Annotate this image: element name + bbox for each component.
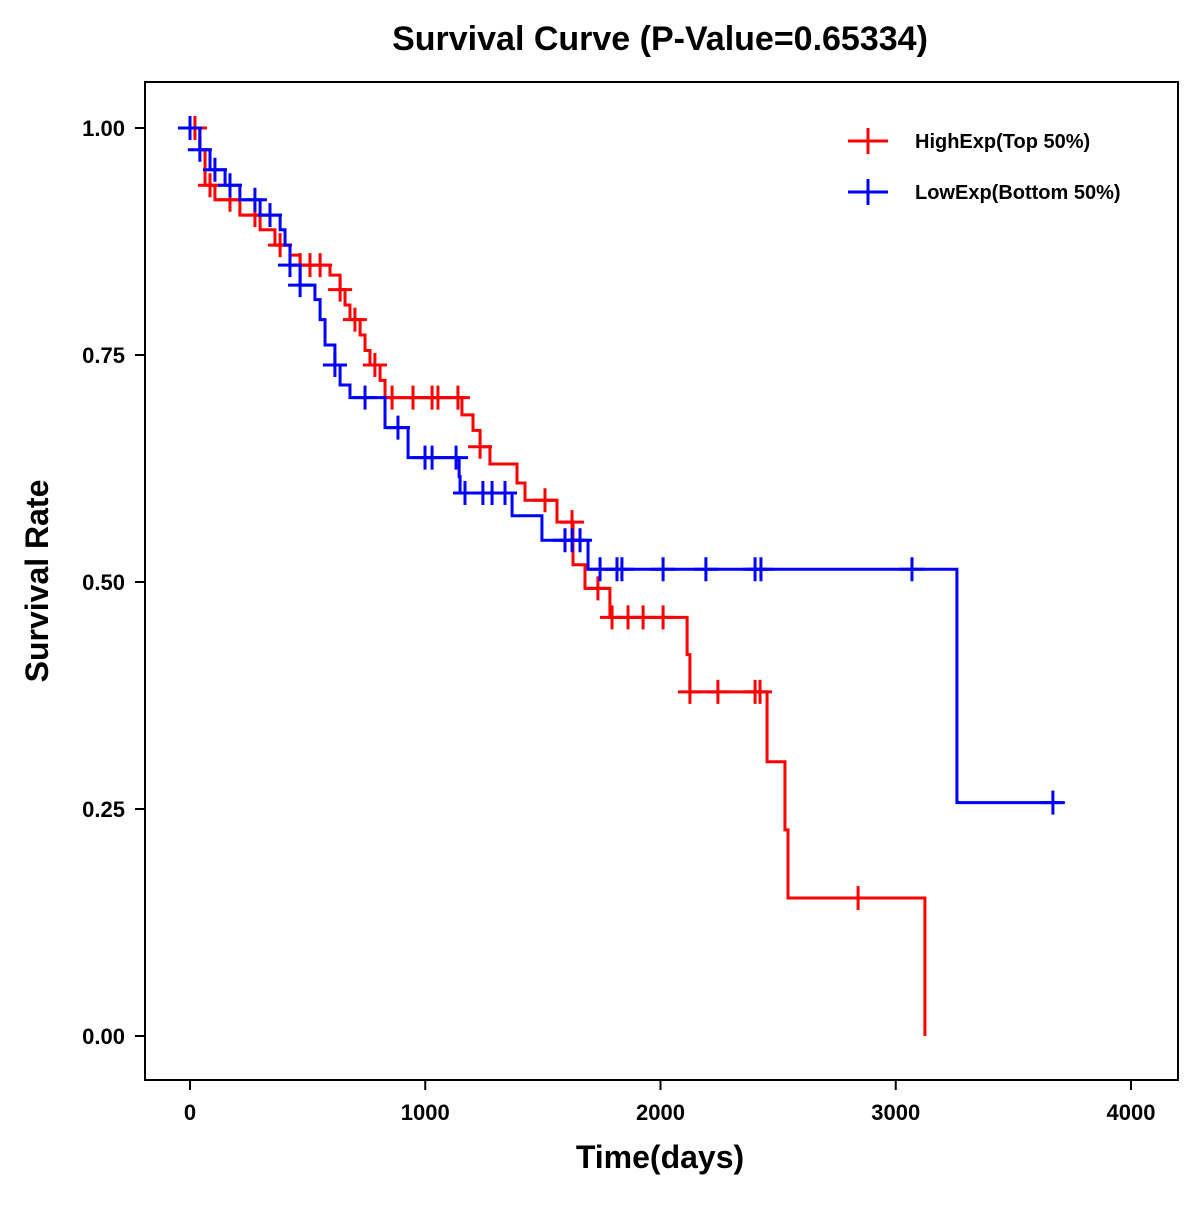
censor-mark [328, 277, 353, 302]
censor-mark [693, 557, 718, 582]
y-tick-label: 0.00 [82, 1024, 125, 1049]
legend-label: LowExp(Bottom 50%) [915, 182, 1121, 204]
censor-mark [420, 445, 445, 470]
censor-mark [748, 679, 773, 704]
x-tick-label: 4000 [1107, 1100, 1156, 1125]
chart-title: Survival Curve (P-Value=0.65334) [392, 20, 928, 58]
censor-mark [705, 679, 730, 704]
censor-mark [178, 116, 202, 140]
y-tick-label: 0.50 [82, 570, 125, 595]
y-tick-label: 0.25 [82, 797, 125, 822]
censor-mark [493, 481, 517, 506]
censor-mark [677, 679, 702, 704]
censor-mark [444, 445, 469, 470]
y-tick-label: 0.75 [82, 343, 125, 368]
censor-mark [445, 385, 470, 410]
plot-frame [144, 81, 1179, 1081]
survival-line-low [190, 126, 1061, 805]
censor-mark [532, 488, 557, 513]
legend-marker [848, 128, 888, 154]
y-tick-label: 1.00 [82, 116, 125, 141]
censor-mark [322, 352, 347, 377]
censor-mark [342, 307, 367, 332]
censor-mark [568, 528, 593, 553]
censor-mark [308, 253, 333, 278]
x-axis-label: Time(days) [576, 1139, 744, 1175]
censor-mark [651, 557, 676, 582]
x-tick-label: 3000 [871, 1100, 920, 1125]
censor-mark [277, 253, 302, 278]
censor-mark [217, 173, 242, 198]
censor-mark [1040, 790, 1065, 815]
censor-mark [748, 557, 773, 582]
survival-line-high [190, 126, 927, 1036]
censor-mark [846, 885, 871, 910]
censor-mark [187, 137, 212, 162]
censor-mark [385, 415, 410, 440]
censor-mark [362, 352, 387, 377]
censor-mark [202, 157, 227, 182]
censor-mark [651, 605, 676, 630]
legend: HighExp(Top 50%) LowExp(Bottom 50%) [848, 128, 1121, 205]
x-tick-label: 1000 [401, 1100, 450, 1125]
x-tick-label: 2000 [636, 1100, 685, 1125]
censor-mark [899, 557, 924, 582]
legend-label: HighExp(Top 50%) [915, 131, 1090, 153]
censor-mark [288, 273, 313, 298]
legend-marker [848, 179, 888, 205]
x-tick-label: 0 [184, 1100, 196, 1125]
censor-mark [353, 385, 378, 410]
y-axis-label: Survival Rate [19, 480, 55, 683]
censor-mark [609, 557, 634, 582]
censor-mark [585, 576, 610, 601]
censor-mark [242, 187, 267, 212]
censor-mark [257, 203, 282, 228]
censor-mark [468, 434, 493, 459]
